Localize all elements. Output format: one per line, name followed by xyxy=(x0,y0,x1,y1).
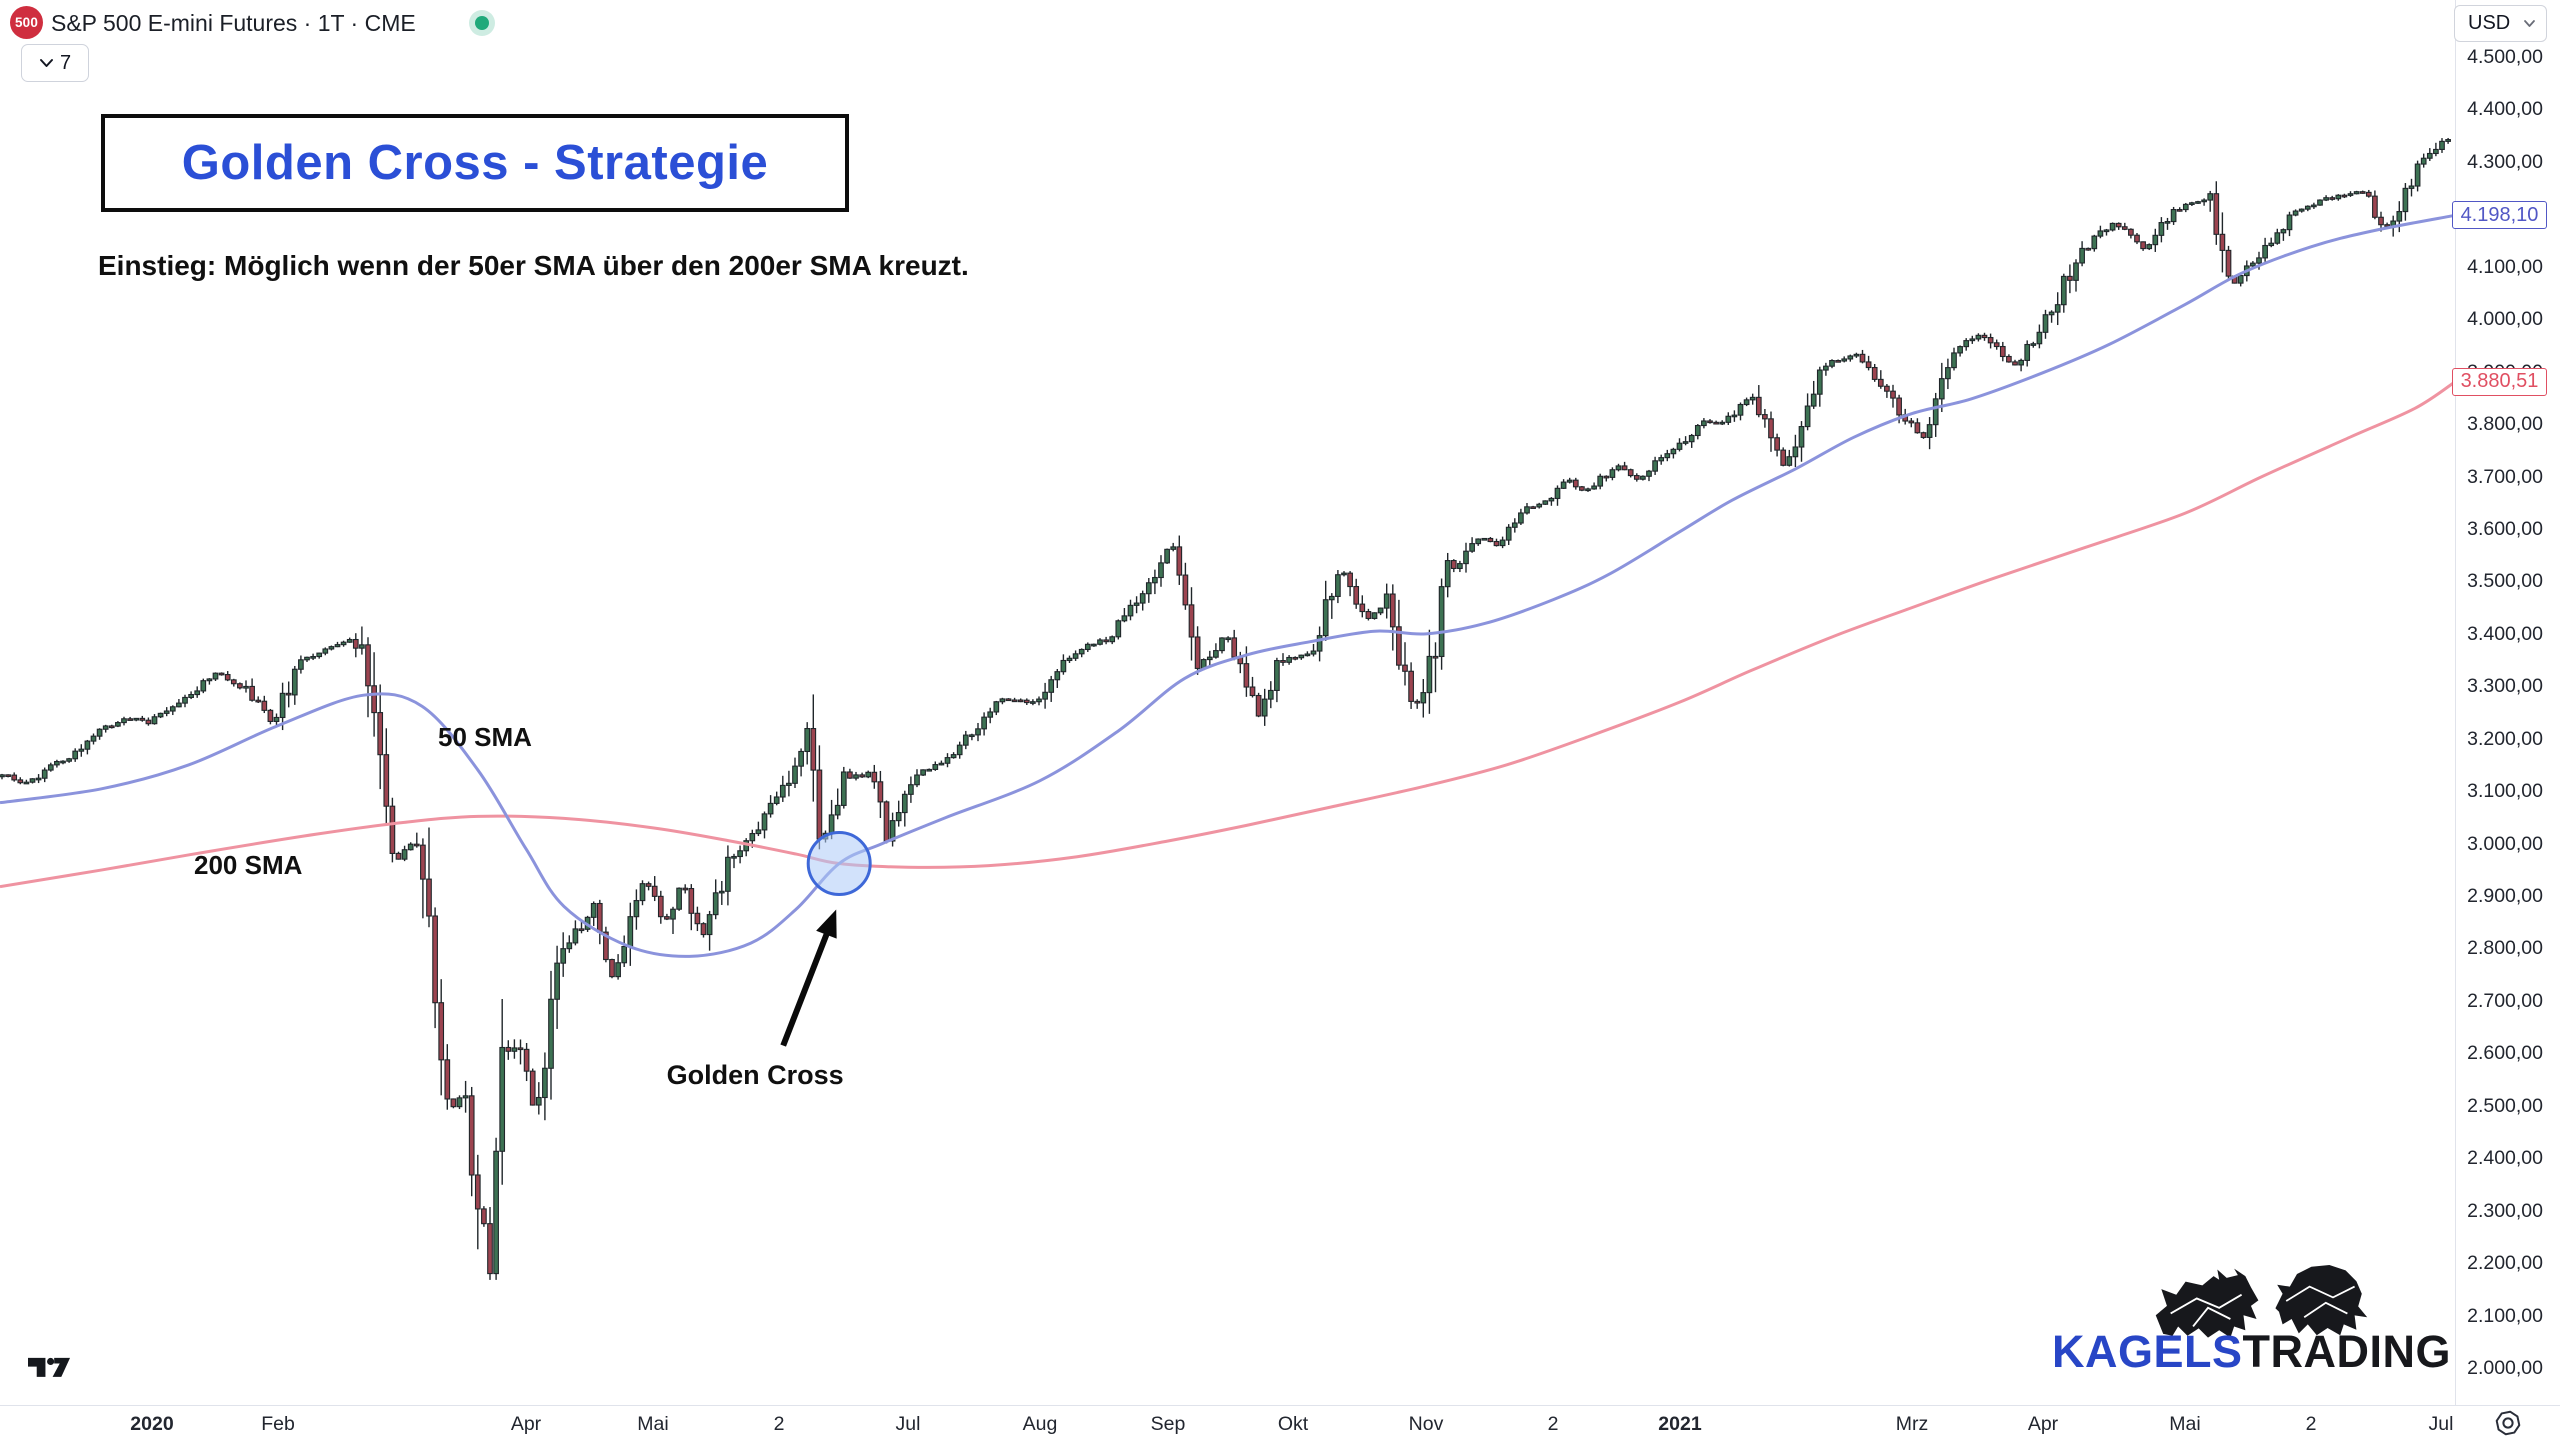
price-axis-separator xyxy=(2455,0,2456,1406)
sma200-line xyxy=(0,380,2456,889)
price-tick: 4.000,00 xyxy=(2467,308,2543,331)
price-tick: 2.700,00 xyxy=(2467,989,2543,1012)
time-tick: Mai xyxy=(637,1413,669,1435)
sma200-label: 200 SMA xyxy=(194,850,303,880)
time-axis-separator xyxy=(0,1405,2560,1406)
time-tick: Apr xyxy=(510,1413,542,1435)
price-tick: 2.400,00 xyxy=(2467,1147,2543,1170)
market-open-dot-icon xyxy=(475,16,489,30)
tradingview-logo-icon xyxy=(28,1357,71,1377)
price-tick: 3.800,00 xyxy=(2467,413,2543,436)
price-tick: 2.600,00 xyxy=(2467,1042,2543,1065)
currency-selector[interactable]: USD xyxy=(2454,5,2547,42)
indicators-collapse-button[interactable]: 7 xyxy=(21,44,89,82)
time-tick: Jul xyxy=(895,1413,921,1435)
price-tick: 3.400,00 xyxy=(2467,622,2543,645)
price-tick: 3.300,00 xyxy=(2467,675,2543,698)
price-tick: 2.300,00 xyxy=(2467,1199,2543,1222)
time-tick: 2021 xyxy=(1658,1413,1702,1435)
time-tick: Apr xyxy=(2027,1413,2059,1435)
sma200-badge-value: 3.880,51 xyxy=(2460,370,2539,393)
golden-cross-label: Golden Cross xyxy=(666,1059,844,1090)
time-tick: 2 xyxy=(1547,1413,1559,1435)
strategy-title-box[interactable]: Golden Cross - Strategie xyxy=(101,114,849,212)
brand-watermark: KAGELSTRADING xyxy=(2052,1326,2451,1378)
time-tick: Sep xyxy=(1150,1413,1186,1435)
logo-bear-icon xyxy=(2270,1260,2378,1347)
time-tick: Mai xyxy=(2169,1413,2201,1435)
price-tick: 4.100,00 xyxy=(2467,255,2543,278)
tradingview-logo[interactable] xyxy=(28,1352,74,1391)
market-status-icon[interactable] xyxy=(469,10,495,36)
time-tick: Okt xyxy=(1277,1413,1309,1435)
indicators-count: 7 xyxy=(59,51,72,74)
time-tick: 2 xyxy=(2305,1413,2317,1435)
price-tick: 2.800,00 xyxy=(2467,937,2543,960)
golden-cross-arrow xyxy=(780,927,832,1047)
time-tick: Feb xyxy=(261,1413,295,1435)
sma200-price-badge: 3.880,51 xyxy=(2452,367,2547,396)
sma50-badge-value: 4.198,10 xyxy=(2460,203,2539,226)
sma50-line xyxy=(0,213,2456,958)
time-tick: 2020 xyxy=(130,1413,174,1435)
symbol-title[interactable]: S&P 500 E-mini Futures · 1T · CME xyxy=(51,10,416,36)
symbol-logo-text: 500 xyxy=(14,15,39,30)
time-tick: Nov xyxy=(1408,1413,1444,1435)
gear-icon xyxy=(2495,1410,2521,1436)
sma50-label: 50 SMA xyxy=(438,722,532,752)
price-tick: 3.500,00 xyxy=(2467,570,2543,593)
price-tick: 3.100,00 xyxy=(2467,780,2543,803)
time-axis-settings-button[interactable] xyxy=(2494,1409,2522,1442)
entry-note-text: Einstieg: Möglich wenn der 50er SMA über… xyxy=(98,250,969,281)
price-tick: 4.500,00 xyxy=(2467,46,2543,68)
logo-bull-icon xyxy=(2152,1266,2264,1349)
price-tick: 3.000,00 xyxy=(2467,832,2543,855)
price-tick: 3.700,00 xyxy=(2467,465,2543,488)
price-tick: 2.900,00 xyxy=(2467,885,2543,908)
currency-value: USD xyxy=(2468,12,2511,34)
golden-cross-arrowhead xyxy=(816,909,837,939)
price-tick: 3.200,00 xyxy=(2467,727,2543,750)
chevron-down-icon xyxy=(39,59,53,67)
price-tick: 2.500,00 xyxy=(2467,1094,2543,1117)
strategy-title: Golden Cross - Strategie xyxy=(181,136,769,190)
price-tick: 2.000,00 xyxy=(2467,1357,2543,1379)
brand-secondary: TRADING xyxy=(2242,1326,2451,1377)
brand-primary: KAGELS xyxy=(2052,1326,2243,1377)
time-tick: Jul xyxy=(2428,1413,2454,1435)
time-tick: Mrz xyxy=(1895,1413,1929,1435)
price-tick: 4.400,00 xyxy=(2467,98,2543,121)
price-tick: 3.600,00 xyxy=(2467,517,2543,540)
symbol-logo-icon: 500 xyxy=(10,6,43,39)
price-tick: 2.200,00 xyxy=(2467,1252,2543,1275)
golden-cross-circle xyxy=(806,831,872,897)
price-tick: 4.300,00 xyxy=(2467,150,2543,173)
chevron-down-icon xyxy=(2524,20,2535,27)
price-axis[interactable]: 2.000,00 2.100,00 2.200,00 2.300,00 2.400,00… xyxy=(2456,0,2560,1405)
candles-layer xyxy=(0,137,2451,1280)
time-tick: 2 xyxy=(773,1413,785,1435)
time-axis[interactable]: 2020 Feb Apr Mai 2 Jul Aug Sep Okt Nov 2 2021 Mrz Apr… xyxy=(0,1406,2560,1442)
time-tick: Aug xyxy=(1022,1413,1058,1435)
sma50-price-badge: 4.198,10 xyxy=(2452,201,2547,230)
price-tick: 2.100,00 xyxy=(2467,1304,2543,1327)
